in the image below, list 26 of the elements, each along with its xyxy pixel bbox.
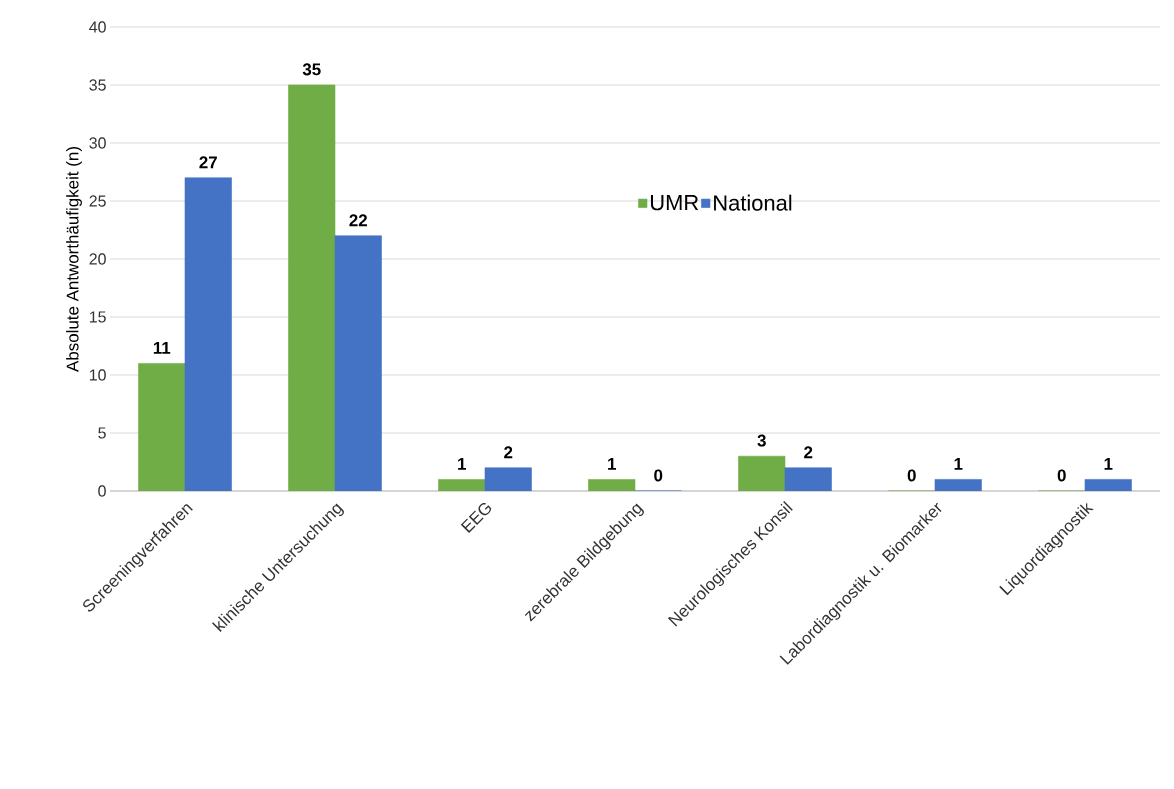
data-label: 0 <box>1057 469 1066 482</box>
data-label: 1 <box>954 458 963 470</box>
y-tick-label: 15 <box>89 311 106 323</box>
legend-label: UMR <box>650 195 699 211</box>
data-label: 1 <box>608 458 616 470</box>
y-tick-label: 10 <box>89 369 106 381</box>
data-label: 1 <box>1104 458 1113 470</box>
y-tick-label: 40 <box>89 21 106 33</box>
data-label: 11 <box>153 342 171 354</box>
y-tick-label: 0 <box>98 485 106 497</box>
data-label: 2 <box>804 446 813 459</box>
data-label: 2 <box>504 446 513 459</box>
data-label: 1 <box>458 458 466 470</box>
data-label: 3 <box>757 434 766 447</box>
y-tick-label: 35 <box>89 79 106 91</box>
y-tick-label: 25 <box>89 195 106 207</box>
data-label: 22 <box>349 214 367 227</box>
legend-label: National <box>714 194 792 211</box>
y-axis-title: Absolute Antworthäufigkeit (n) <box>66 147 82 372</box>
data-label: 0 <box>654 469 663 482</box>
y-tick-label: 20 <box>89 253 106 265</box>
y-tick-label: 30 <box>89 137 106 149</box>
data-label: 0 <box>907 469 916 482</box>
y-tick-label: 5 <box>98 427 106 439</box>
data-label: 35 <box>302 63 321 76</box>
data-label: 27 <box>199 156 217 169</box>
